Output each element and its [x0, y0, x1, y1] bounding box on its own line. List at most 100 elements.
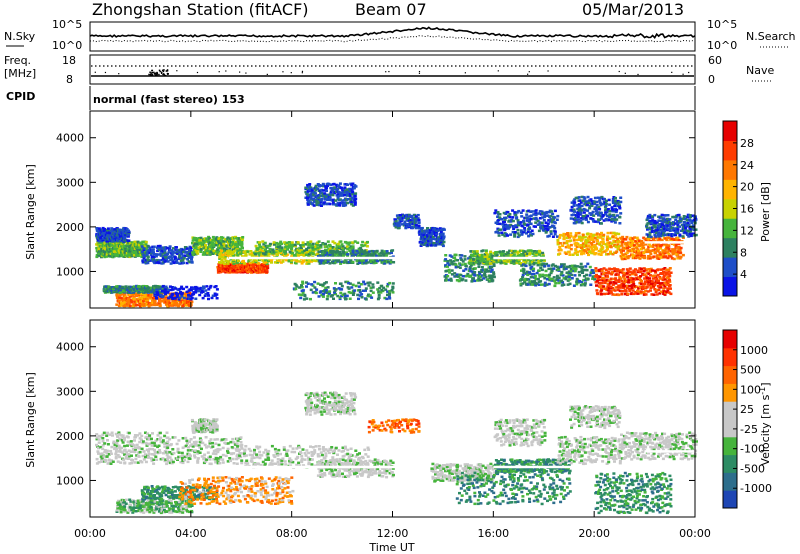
power-cell-17-23-8 — [593, 233, 597, 237]
power-cell-7-34-1 — [302, 260, 305, 263]
power-cell-15-2-9 — [496, 211, 500, 214]
power-cell-16-22-2 — [560, 279, 564, 282]
power-cell-14-17-9 — [502, 250, 505, 253]
power-cell-3-35-9 — [183, 292, 187, 295]
power-cell-6-20-0 — [241, 271, 245, 274]
power-cell-19-23-7 — [639, 275, 643, 278]
power-cell-16-2-5 — [522, 271, 526, 275]
power-cell-18-3-9 — [573, 198, 577, 201]
power-cell-18-22-6 — [597, 206, 601, 209]
power-cell-17-1-7 — [558, 236, 562, 239]
power-cell-19-16-9 — [625, 268, 629, 271]
power-cell-19-10-2 — [614, 286, 618, 289]
power-cell-15-11-7 — [511, 216, 515, 219]
power-cell-19-17-5 — [627, 278, 631, 282]
nave-marker-9 — [418, 70, 421, 73]
power-cell-3-30-7 — [172, 294, 175, 298]
power-cell-0-0-5 — [95, 246, 99, 250]
power-cell-10-2-7 — [321, 252, 324, 255]
power-cell-13-32-6 — [483, 262, 487, 266]
power-cell-9-24-9 — [335, 183, 339, 187]
power-cell-2-20-5 — [166, 252, 170, 256]
power-cell-0-28-9 — [130, 241, 134, 244]
power-cell-16-29-7 — [574, 267, 578, 271]
power-cell-15-35-1 — [549, 232, 553, 236]
power-cell-9-6-5 — [312, 193, 316, 196]
power-cell-14-20-7 — [507, 252, 511, 256]
power-cell-17-29-8 — [602, 233, 606, 237]
power-cell-17-38-9 — [617, 232, 621, 236]
power-cell-10-12-7 — [339, 253, 343, 256]
power-cell-9-5-6 — [310, 189, 314, 192]
power-cell-8-22-5 — [316, 246, 320, 250]
nave-marker-28 — [637, 73, 639, 76]
power-cell-11-13-5 — [324, 289, 328, 292]
power-cell-3-0-1 — [115, 303, 119, 306]
power-cell-19-3-5 — [601, 279, 605, 282]
power-cell-2-21-8 — [168, 246, 171, 250]
power-cell-15-30-5 — [540, 221, 544, 225]
power-cell-10-36-6 — [385, 254, 389, 257]
power-cell-17-27-5 — [599, 241, 603, 244]
power-cell-5-3-4 — [194, 245, 198, 248]
power-cell-19-16-1 — [624, 290, 628, 293]
power-cell-5-10-9 — [203, 237, 207, 240]
power-cell-5-15-1 — [209, 250, 213, 254]
power-cell-19-18-3 — [628, 284, 632, 288]
power-cell-8-32-7 — [347, 243, 351, 246]
power-cell-19-13-3 — [619, 284, 623, 287]
power-cell-17-32-0 — [606, 252, 610, 256]
power-cell-0-5-1 — [101, 253, 105, 257]
power-cell-3-12-5 — [138, 297, 142, 301]
power-cell-5-15-5 — [210, 244, 214, 248]
noise-search-line — [89, 34, 696, 43]
power-cell-0-6-4 — [103, 249, 106, 252]
power-cell-8-37-5 — [359, 246, 363, 250]
power-cell-13-14-7 — [461, 260, 465, 263]
power-cell-18-34-4 — [612, 210, 616, 213]
power-cell-10-3-7 — [323, 252, 327, 256]
power-cell-17-33-0 — [609, 252, 613, 255]
power-cell-17-8-8 — [569, 234, 573, 238]
power-cell-14-30-5 — [525, 254, 529, 258]
power-cell-10-10-3 — [337, 258, 341, 261]
power-cell-11-30-6 — [369, 286, 373, 289]
power-cell-5-6-8 — [198, 238, 202, 241]
power-cell-12-17-7 — [428, 231, 432, 235]
power-cell-19-18-4 — [630, 281, 633, 284]
power-cell-8-12-4 — [290, 247, 293, 251]
station-title: Zhongshan Station (fitACF) — [92, 0, 309, 19]
power-cell-16-27-3 — [570, 277, 574, 280]
power-cell-18-12-2 — [584, 216, 588, 219]
power-cell-0-23-1 — [124, 253, 127, 257]
power-cell-8-15-1 — [298, 251, 301, 254]
power-cell-15-25-3 — [534, 225, 537, 228]
power-cell-8-15-9 — [296, 241, 300, 244]
power-cell-19-19-3 — [630, 284, 634, 287]
power-cell-20-2-5 — [623, 246, 627, 250]
power-cell-2-35-6 — [184, 250, 188, 254]
power-cell-2-17-3 — [161, 257, 165, 260]
power-cell-12-23-1 — [432, 242, 436, 245]
power-cell-16-35-9 — [586, 262, 590, 266]
power-cell-17-15-4 — [581, 244, 585, 247]
power-cell-14-38-6 — [541, 253, 545, 256]
power-cell-17-14-4 — [579, 244, 583, 247]
power-cell-8-29-5 — [337, 246, 341, 250]
power-cell-16-10-2 — [539, 280, 543, 283]
power-cell-10-28-9 — [370, 249, 374, 253]
power-cell-2-1-4 — [142, 255, 146, 258]
power-cell-10-20-9 — [355, 249, 359, 253]
power-cell-17-22-3 — [592, 245, 596, 248]
power-cell-16-39-3 — [593, 278, 597, 281]
power-cell-17-35-6 — [612, 239, 616, 243]
power-cell-19-15-3 — [623, 285, 627, 288]
noise-left-label: N.Sky — [4, 30, 36, 43]
power-cell-15-24-8 — [532, 213, 536, 216]
power-cell-18-39-0 — [618, 222, 622, 225]
power-cell-18-9-4 — [580, 209, 584, 212]
power-cell-20-0-3 — [619, 251, 623, 254]
power-cell-16-33-7 — [581, 269, 585, 272]
power-cell-20-2-9 — [622, 237, 626, 241]
power-cell-17-31-6 — [605, 238, 609, 241]
